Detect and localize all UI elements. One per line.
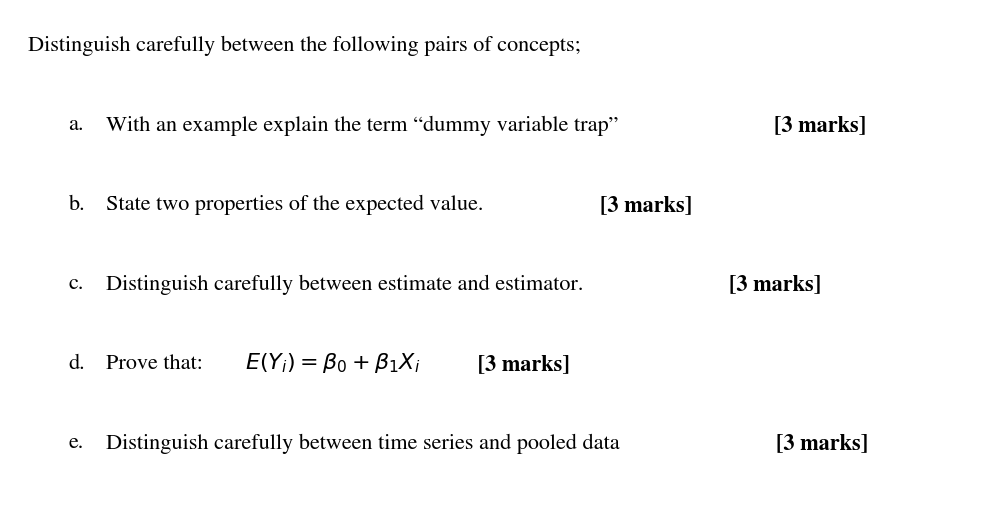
Text: Prove that:: Prove that: [106, 354, 213, 374]
Text: With an example explain the term “dummy variable trap”: With an example explain the term “dummy … [106, 115, 624, 136]
Text: e.: e. [68, 433, 84, 453]
Text: [3 marks]: [3 marks] [774, 115, 866, 136]
Text: c.: c. [68, 274, 84, 294]
Text: [3 marks]: [3 marks] [776, 433, 868, 455]
Text: d.: d. [68, 354, 86, 374]
Text: Distinguish carefully between time series and pooled data: Distinguish carefully between time serie… [106, 433, 625, 454]
Text: [3 marks]: [3 marks] [600, 195, 692, 216]
Text: [3 marks]: [3 marks] [729, 274, 821, 295]
Text: a.: a. [68, 115, 84, 135]
Text: Distinguish carefully between the following pairs of concepts;: Distinguish carefully between the follow… [28, 36, 581, 56]
Text: b.: b. [68, 195, 86, 215]
Text: [3 marks]: [3 marks] [471, 354, 569, 375]
Text: State two properties of the expected value.: State two properties of the expected val… [106, 195, 488, 215]
Text: $E(Y_i) = \beta_0 + \beta_1 X_i$: $E(Y_i) = \beta_0 + \beta_1 X_i$ [246, 351, 421, 376]
Text: Distinguish carefully between estimate and estimator.: Distinguish carefully between estimate a… [106, 274, 589, 295]
